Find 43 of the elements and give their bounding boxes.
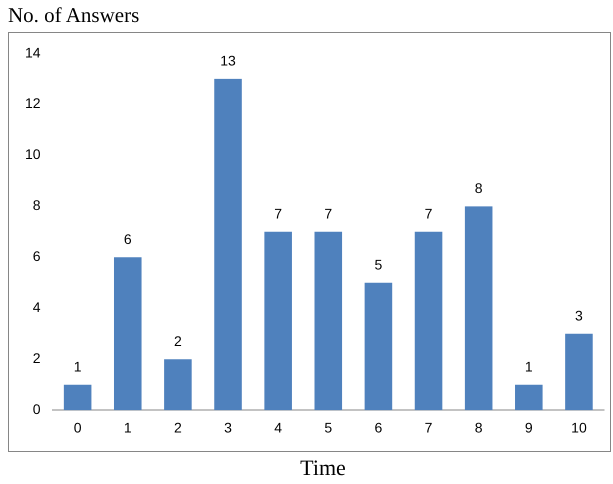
data-label: 1 <box>524 358 533 375</box>
bar <box>164 359 192 410</box>
y-tick-label: 0 <box>32 401 41 418</box>
y-tick-label: 12 <box>24 95 41 112</box>
y-tick-label: 2 <box>32 350 41 366</box>
x-tick-label: 0 <box>74 419 82 436</box>
bar <box>114 257 142 410</box>
y-tick-label: 8 <box>32 197 41 214</box>
x-axis-title: Time <box>299 455 347 481</box>
data-label: 1 <box>74 358 82 375</box>
data-label: 5 <box>374 256 383 273</box>
data-label: 8 <box>474 180 483 196</box>
x-tick-label: 6 <box>374 419 383 436</box>
y-tick-label: 4 <box>32 299 41 316</box>
x-tick-label: 5 <box>324 419 332 436</box>
data-label: 7 <box>274 206 282 222</box>
data-label: 13 <box>220 52 236 69</box>
data-label: 6 <box>124 231 132 248</box>
chart-title: No. of Answers <box>8 3 140 28</box>
x-tick-label: 7 <box>424 419 433 436</box>
bar <box>64 384 92 410</box>
x-tick-label: 10 <box>571 419 587 436</box>
y-tick-label: 6 <box>32 248 41 264</box>
bar <box>314 232 342 410</box>
x-tick-label: 8 <box>474 419 483 436</box>
y-tick-label: 14 <box>24 44 41 60</box>
x-tick-label: 3 <box>224 419 232 436</box>
bar <box>364 282 392 410</box>
data-label: 7 <box>324 206 332 222</box>
x-tick-label: 2 <box>174 419 182 436</box>
bar <box>565 334 593 410</box>
bar <box>414 232 442 410</box>
bar <box>515 384 543 410</box>
x-tick-label: 9 <box>524 419 533 436</box>
bar <box>464 206 492 410</box>
data-label: 7 <box>424 206 433 222</box>
data-label: 2 <box>174 333 182 350</box>
x-tick-label: 1 <box>124 419 132 436</box>
y-tick-label: 10 <box>24 146 41 162</box>
bar <box>214 78 242 410</box>
bar <box>264 232 292 410</box>
data-label: 3 <box>575 308 584 324</box>
x-tick-label: 4 <box>274 419 282 436</box>
